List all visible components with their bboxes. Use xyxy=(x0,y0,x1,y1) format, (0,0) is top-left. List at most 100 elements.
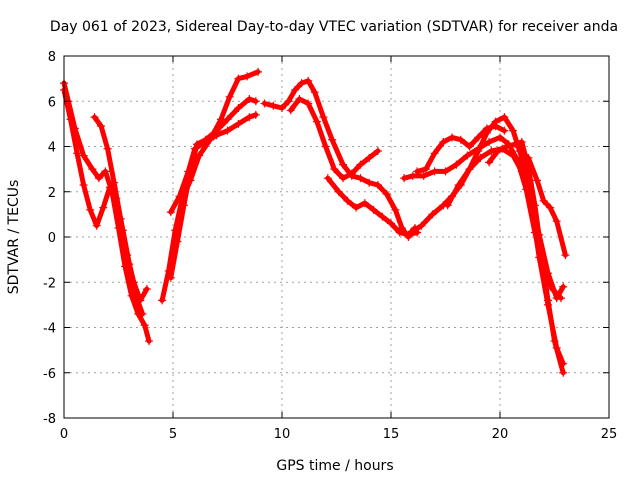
data-point xyxy=(179,201,188,210)
y-tick-label: -8 xyxy=(43,412,56,427)
data-point xyxy=(537,248,546,257)
data-point xyxy=(260,99,269,108)
y-tick-label: 2 xyxy=(48,186,56,201)
data-point xyxy=(543,296,552,305)
data-point xyxy=(347,169,356,178)
data-point xyxy=(223,115,232,124)
data-point xyxy=(304,76,313,85)
data-point xyxy=(66,115,75,124)
data-point xyxy=(387,219,395,228)
data-point xyxy=(166,273,175,282)
data-point xyxy=(482,124,491,133)
data-point xyxy=(319,113,328,122)
data-point xyxy=(101,167,110,176)
data-point xyxy=(491,122,500,131)
data-point xyxy=(190,144,199,153)
data-point xyxy=(552,217,561,226)
data-point xyxy=(86,205,95,214)
data-point xyxy=(166,208,175,217)
data-point xyxy=(334,187,343,196)
data-point xyxy=(533,176,542,185)
data-point xyxy=(465,165,474,174)
data-point xyxy=(439,137,448,146)
data-point xyxy=(201,137,210,146)
x-axis-label: GPS time / hours xyxy=(276,458,393,474)
data-point xyxy=(515,147,524,156)
data-point xyxy=(97,122,106,131)
data-point xyxy=(184,167,193,176)
data-series xyxy=(60,67,570,377)
data-point xyxy=(406,228,415,237)
data-point xyxy=(546,203,555,212)
x-tick-label: 0 xyxy=(60,427,68,442)
data-point xyxy=(509,126,518,135)
data-point xyxy=(428,210,437,219)
data-point xyxy=(123,251,132,260)
data-point xyxy=(395,228,404,237)
data-point xyxy=(129,278,138,287)
data-point xyxy=(493,147,502,156)
data-point xyxy=(291,85,300,94)
data-point xyxy=(365,178,374,187)
y-tick-label: 6 xyxy=(48,95,56,110)
data-point xyxy=(352,203,361,212)
x-tick-label: 5 xyxy=(169,427,177,442)
y-tick-label: 4 xyxy=(48,141,56,156)
data-point xyxy=(559,368,568,377)
data-point xyxy=(502,142,511,151)
data-point xyxy=(323,174,332,183)
data-point xyxy=(304,99,313,108)
data-point xyxy=(417,221,426,230)
data-point xyxy=(297,79,306,88)
data-point xyxy=(509,151,518,160)
data-point xyxy=(408,171,417,180)
data-point xyxy=(419,171,428,180)
data-point xyxy=(430,149,439,158)
data-point xyxy=(234,104,243,113)
y-axis-label: SDTVAR / TECUs xyxy=(6,180,22,295)
data-point xyxy=(140,321,149,330)
data-point xyxy=(552,294,561,303)
data-point xyxy=(561,251,570,260)
data-point xyxy=(463,151,472,160)
data-point xyxy=(90,113,99,122)
data-point xyxy=(312,117,321,126)
data-point xyxy=(142,285,151,294)
data-point xyxy=(223,126,232,135)
data-point xyxy=(373,180,382,189)
data-point xyxy=(251,97,260,106)
data-point xyxy=(511,140,520,149)
data-point xyxy=(94,174,103,183)
data-point xyxy=(465,142,474,151)
data-point xyxy=(99,203,108,212)
data-point xyxy=(400,174,409,183)
data-point xyxy=(73,149,82,158)
data-point xyxy=(356,174,365,183)
y-tick-label: 8 xyxy=(48,50,56,65)
y-tick-label: -4 xyxy=(43,322,56,337)
data-point xyxy=(79,180,88,189)
data-point xyxy=(284,97,293,106)
data-point xyxy=(382,190,391,199)
chart-title: Day 061 of 2023, Sidereal Day-to-day VTE… xyxy=(50,19,618,35)
data-point xyxy=(245,94,254,103)
data-point xyxy=(550,337,559,346)
data-point xyxy=(441,167,450,176)
data-point xyxy=(373,147,382,156)
data-point xyxy=(539,196,548,205)
x-tick-label: 10 xyxy=(274,427,291,442)
data-point xyxy=(138,309,147,318)
data-point xyxy=(88,165,97,174)
x-tick-label: 25 xyxy=(601,427,618,442)
data-point xyxy=(443,201,452,210)
data-point xyxy=(158,296,167,305)
data-point xyxy=(234,119,243,128)
data-point xyxy=(524,153,533,162)
data-point xyxy=(173,237,182,246)
y-tick-label: -2 xyxy=(43,276,56,291)
data-point xyxy=(321,142,330,151)
series-line-track-f xyxy=(168,112,259,215)
data-point xyxy=(369,205,378,214)
data-point xyxy=(476,153,485,162)
